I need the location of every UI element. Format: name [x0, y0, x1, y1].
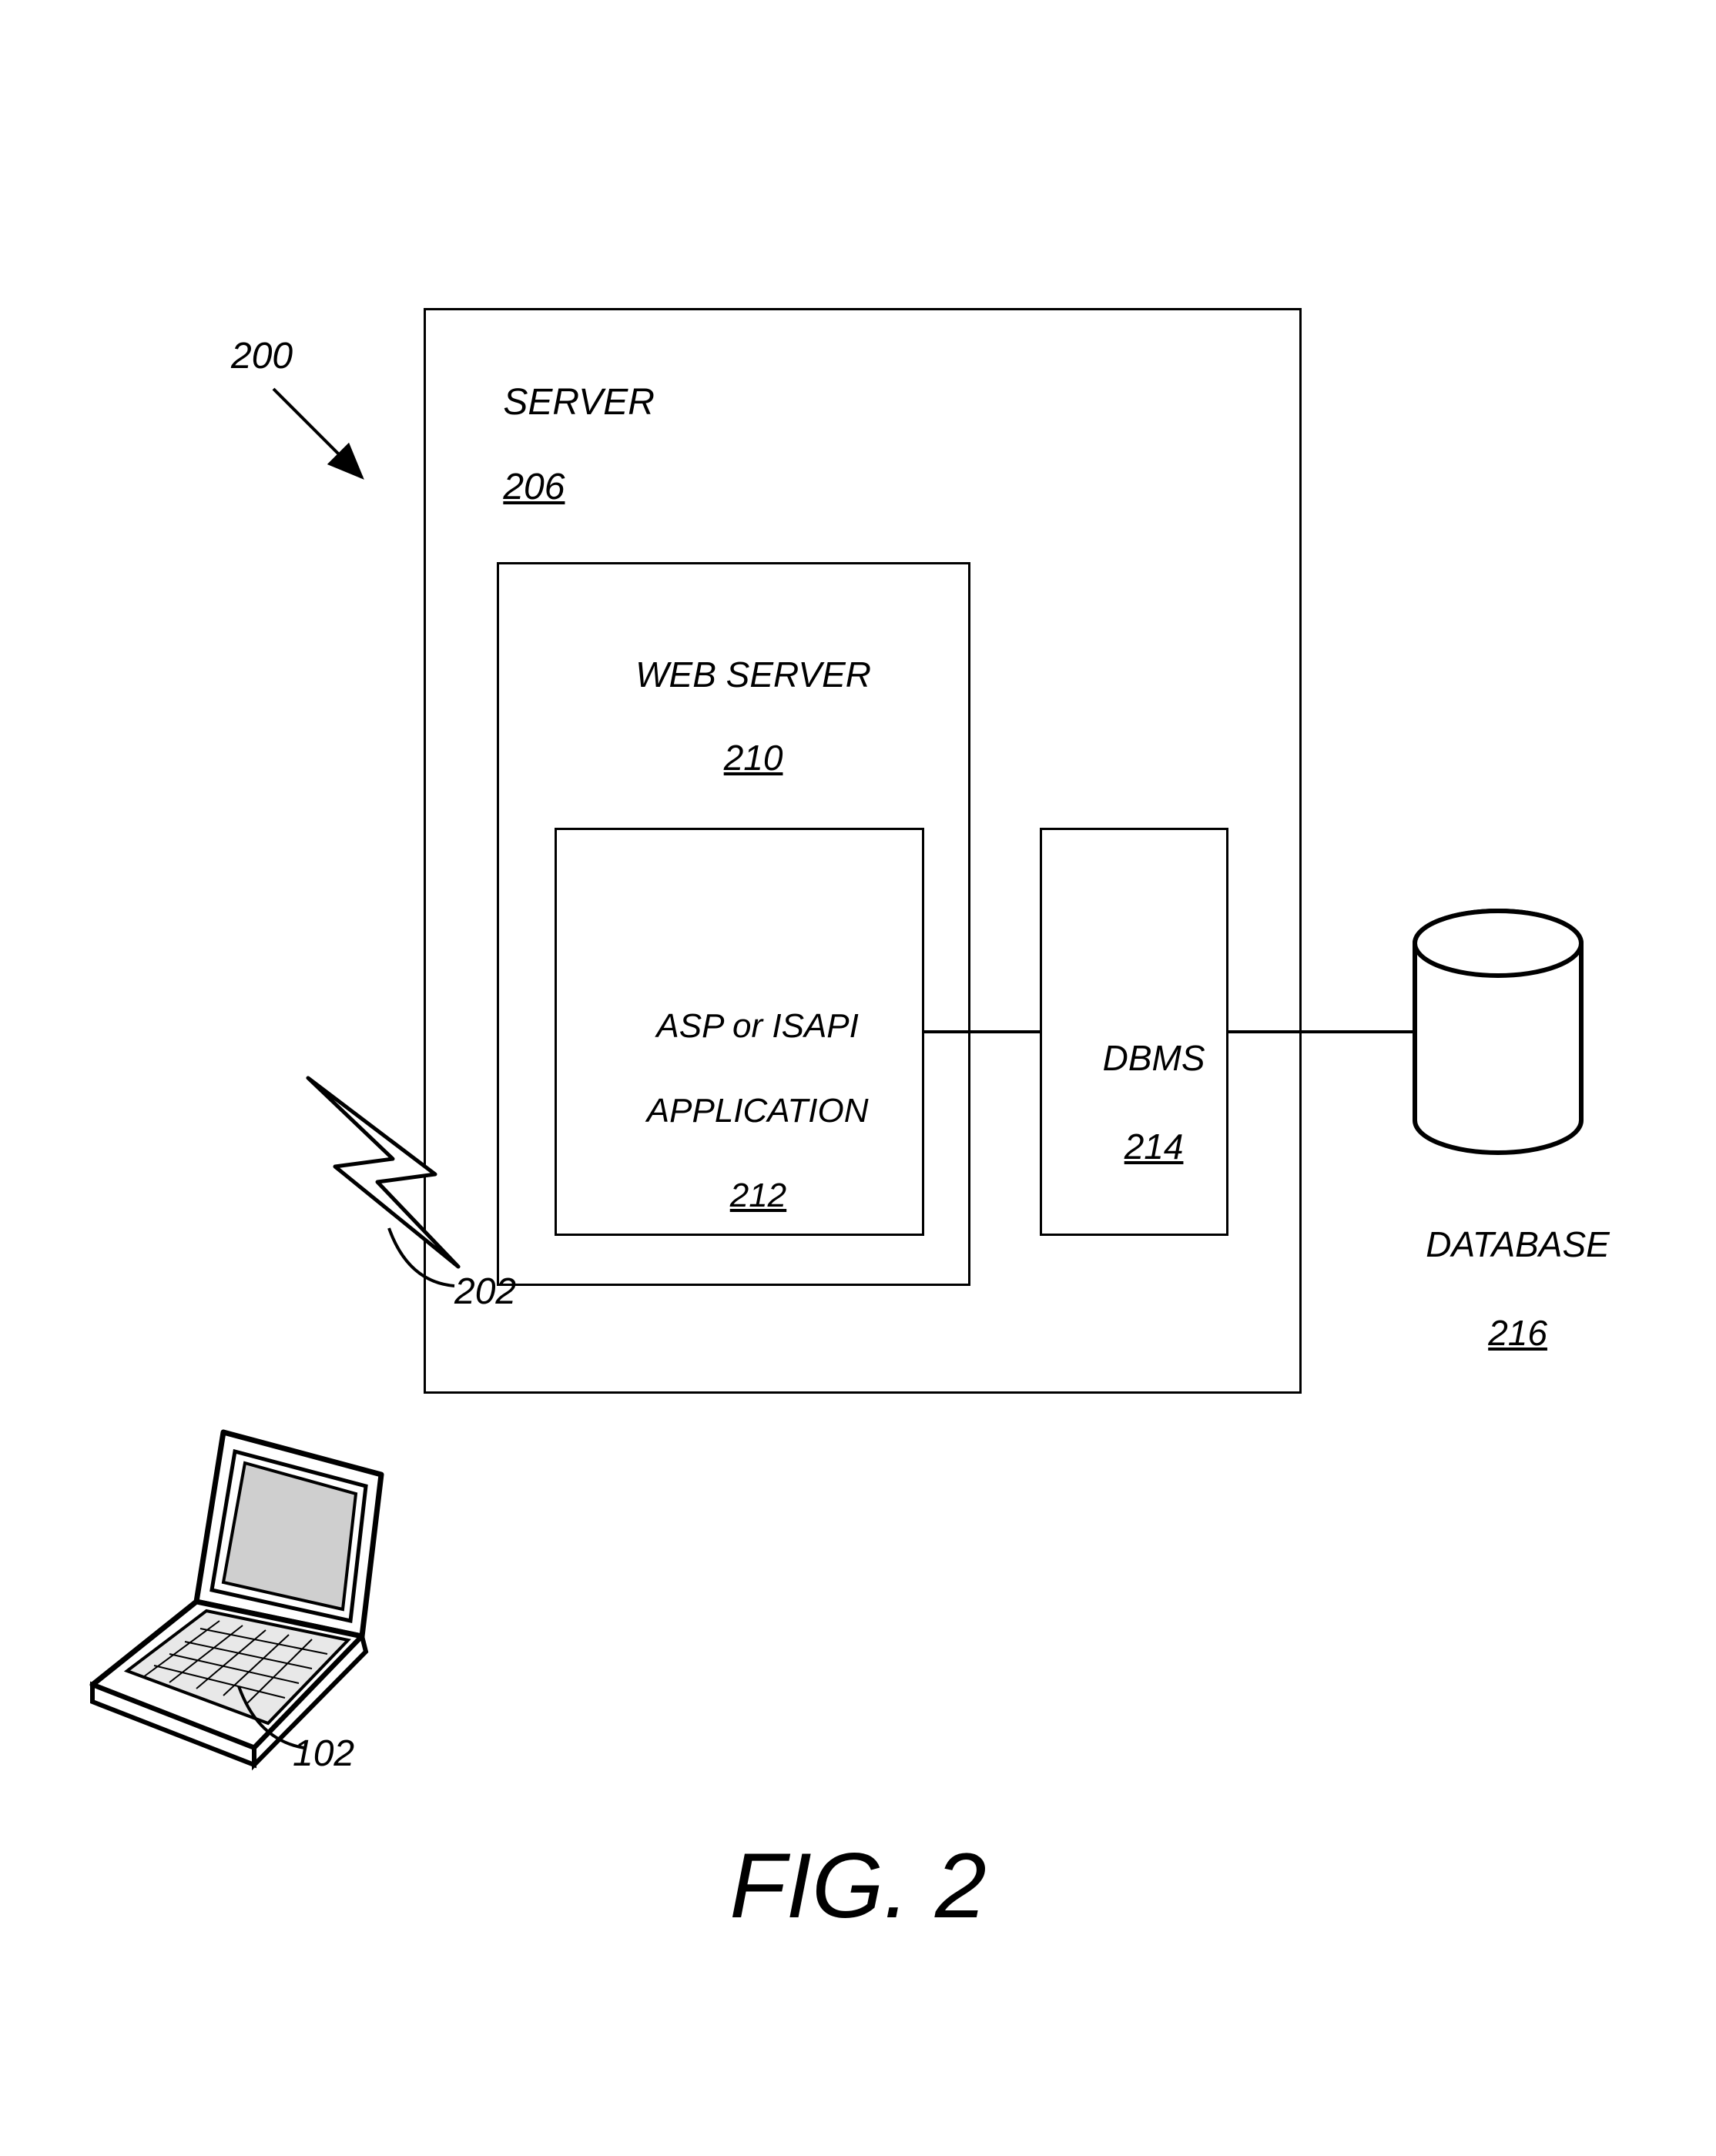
server-num: 206: [503, 467, 565, 507]
webserver-label-text: WEB SERVER: [635, 654, 871, 695]
dbms-num: 214: [1124, 1127, 1184, 1167]
server-label: SERVER 206: [462, 339, 655, 551]
database-icon: [1409, 905, 1587, 1167]
dbms-label-text: DBMS: [1103, 1038, 1205, 1078]
ref-figure-number: 200: [231, 335, 293, 377]
database-label-text: DATABASE: [1426, 1224, 1610, 1264]
app-line2: APPLICATION: [647, 1092, 869, 1130]
connector-app-dbms: [924, 1028, 1040, 1036]
ref-client-leader: [231, 1671, 323, 1763]
connector-dbms-db: [1228, 1028, 1413, 1036]
webserver-label: WEB SERVER 210: [497, 612, 970, 820]
webserver-num: 210: [724, 738, 783, 778]
app-label: ASP or ISAPI APPLICATION 212: [555, 962, 924, 1259]
ref-figure-arrow: [262, 377, 393, 508]
figure-caption: FIG. 2: [0, 1833, 1716, 1939]
database-num: 216: [1488, 1313, 1547, 1353]
dbms-label: DBMS 214: [1040, 992, 1228, 1214]
server-label-text: SERVER: [503, 382, 655, 423]
ref-network-leader: [377, 1209, 470, 1301]
app-line1: ASP or ISAPI: [656, 1007, 858, 1045]
app-num: 212: [730, 1177, 786, 1214]
database-label: DATABASE 216: [1386, 1178, 1610, 1400]
